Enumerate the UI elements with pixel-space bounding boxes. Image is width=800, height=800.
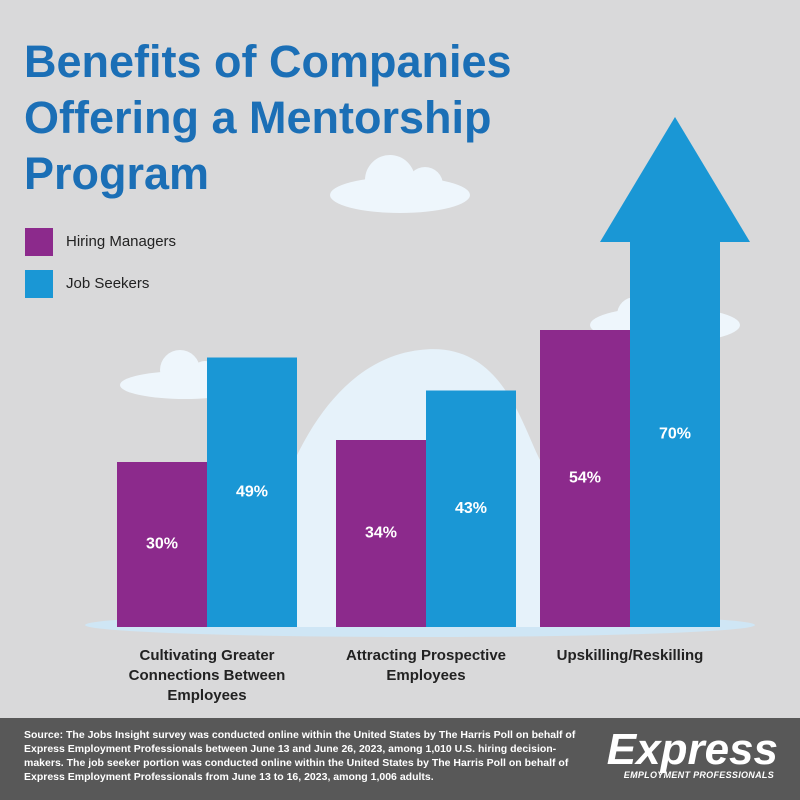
brand-logo: Express: [606, 725, 778, 774]
value-label: 70%: [659, 426, 691, 443]
legend-label: Job Seekers: [66, 275, 150, 292]
bar: [540, 330, 630, 627]
x-tick-label: Attracting Prospective Employees: [345, 647, 507, 684]
bar: [336, 440, 426, 627]
bar: [117, 462, 207, 627]
legend-label: Hiring Managers: [66, 233, 177, 250]
legend-swatch: [25, 228, 53, 256]
bar: [630, 242, 720, 627]
arrow-head: [600, 117, 750, 242]
bar: [426, 390, 516, 627]
value-label: 49%: [236, 483, 268, 500]
value-label: 43%: [455, 500, 487, 517]
source-note: Source: The Jobs Insight survey was cond…: [24, 729, 576, 783]
legend-swatch: [25, 270, 53, 298]
x-tick-label: Upskilling/Reskilling: [556, 647, 704, 664]
x-tick-label: Cultivating Greater Connections Between …: [128, 647, 286, 704]
brand-subtitle: EMPLOYMENT PROFESSIONALS: [623, 770, 774, 780]
footer-band: [0, 718, 800, 800]
value-label: 54%: [569, 470, 601, 487]
value-label: 30%: [146, 536, 178, 553]
chart-title: Benefits of Companies Offering a Mentors…: [24, 36, 512, 199]
value-label: 34%: [365, 525, 397, 542]
bar: [207, 357, 297, 627]
